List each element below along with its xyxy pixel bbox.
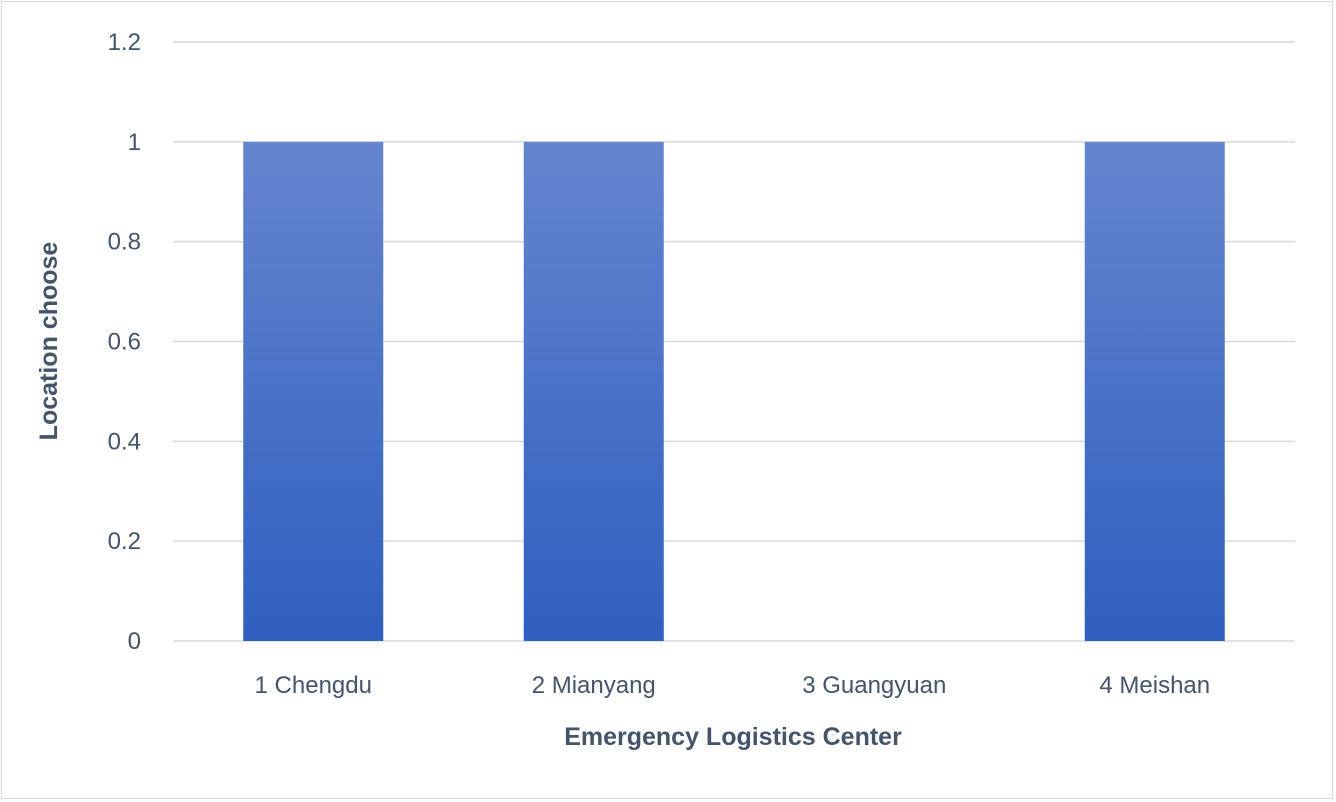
- y-tick-label: 0.4: [108, 428, 141, 455]
- bar: [243, 141, 384, 642]
- y-tick-label: 1: [128, 129, 141, 156]
- x-tick-label: 3 Guangyuan: [802, 672, 946, 699]
- bar: [1084, 141, 1225, 642]
- y-tick-label: 0: [128, 628, 141, 655]
- bar: [523, 141, 664, 642]
- y-tick-label: 1.2: [108, 29, 141, 56]
- x-tick-label: 4 Meishan: [1099, 672, 1210, 699]
- y-axis-ticks: 0 0.2 0.4 0.6 0.8 1 1.2: [108, 29, 141, 655]
- x-tick-label: 2 Mianyang: [532, 672, 656, 699]
- bars: [243, 141, 1225, 642]
- y-tick-label: 0.2: [108, 528, 141, 555]
- y-tick-label: 0.8: [108, 229, 141, 256]
- x-axis-ticks: 1 Chengdu 2 Mianyang 3 Guangyuan 4 Meishan: [255, 672, 1211, 699]
- y-axis-title: Location choose: [35, 242, 63, 441]
- x-axis-title: Emergency Logistics Center: [564, 723, 902, 751]
- x-tick-label: 1 Chengdu: [255, 672, 372, 699]
- y-tick-label: 0.6: [108, 329, 141, 356]
